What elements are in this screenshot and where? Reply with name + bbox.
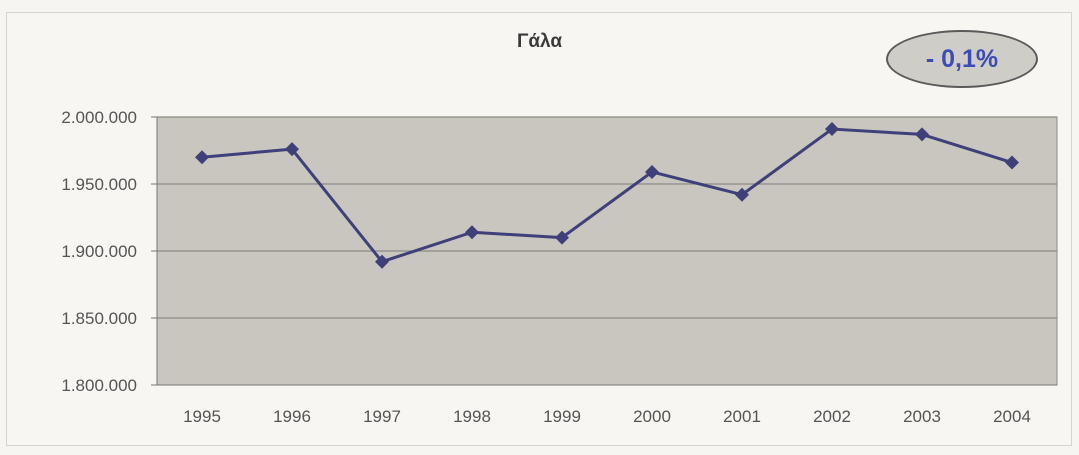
data-point [1005, 155, 1019, 170]
y-tick-label: 2.000.000 [61, 108, 137, 127]
x-tick-label: 1998 [453, 407, 491, 426]
y-tick-label: 1.900.000 [61, 242, 137, 261]
y-tick-label: 1.950.000 [61, 175, 137, 194]
data-point [195, 150, 209, 165]
x-tick-label: 1996 [273, 407, 311, 426]
x-tick-label: 2001 [723, 407, 761, 426]
series-line-path [201, 127, 1013, 264]
x-tick-label: 1999 [543, 407, 581, 426]
series-line [201, 127, 1013, 264]
data-point [555, 230, 569, 245]
data-point [465, 225, 479, 240]
y-tick-label: 1.800.000 [61, 376, 137, 395]
gridlines [157, 116, 1057, 319]
change-badge: - 0,1% [886, 30, 1038, 88]
data-point [375, 254, 389, 269]
data-markers [195, 122, 1019, 269]
data-point [825, 122, 839, 137]
x-tick-label: 1995 [183, 407, 221, 426]
x-tick-label: 1997 [363, 407, 401, 426]
chart-title: Γάλα [516, 31, 563, 52]
x-tick-label: 2004 [993, 407, 1031, 426]
data-point [645, 164, 659, 179]
x-axis: 1995 1996 1997 1998 1999 2000 2001 2002 2003 2004 [157, 384, 1057, 426]
x-tick-label: 2000 [633, 407, 671, 426]
data-point [735, 187, 749, 202]
x-tick-label: 2003 [903, 407, 941, 426]
change-badge-text: - 0,1% [925, 44, 999, 73]
x-tick-label: 2002 [813, 407, 851, 426]
y-axis: 1.800.000 1.850.000 1.900.000 1.950.000 2.00… [61, 108, 158, 395]
data-point [915, 127, 929, 142]
data-point [285, 142, 299, 157]
y-tick-label: 1.850.000 [61, 309, 137, 328]
